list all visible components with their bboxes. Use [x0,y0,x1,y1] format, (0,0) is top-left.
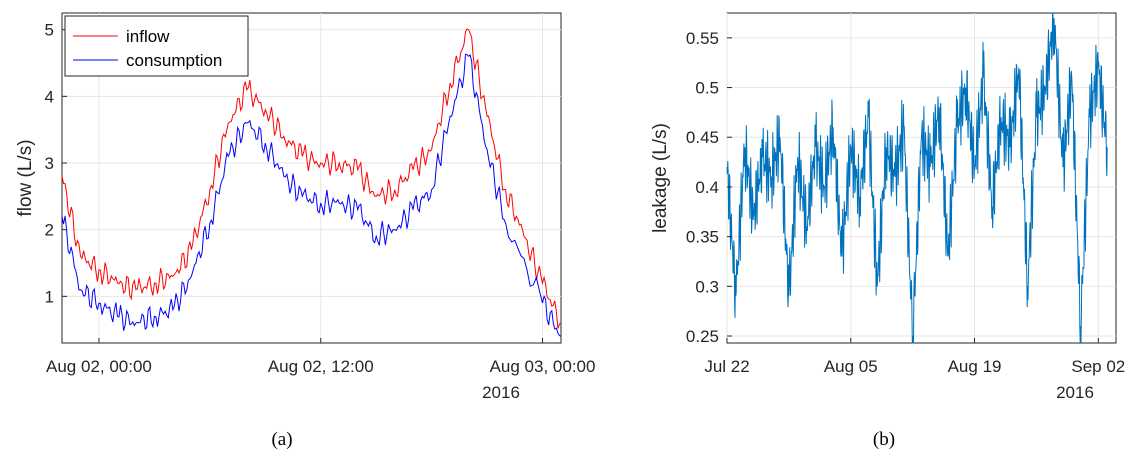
panel-b-caption: (b) [873,429,895,450]
panel-b-plot-area [726,12,1117,344]
y-tick-label: 4 [45,87,54,106]
y-tick-label: 0.25 [686,327,719,346]
panel-b-y-axis-label: leakage (L/s) [650,123,671,233]
panel-a-series-lines [61,28,562,337]
panel-b-series-lines [726,12,1108,344]
y-tick-label: 1 [45,287,54,306]
series-line-consumption [61,53,562,337]
x-tick-label: Aug 03, 00:00 [490,357,596,376]
y-tick-label: 2 [45,221,54,240]
panel-a-chart: 1 2 3 4 5 Aug 02, 00:00 Aug 02, 12:00 Aug 03, … [15,12,595,450]
x-tick-label: Aug 19 [948,357,1002,376]
x-tick-label: Aug 05 [824,357,878,376]
x-tick-label: Jul 22 [704,357,749,376]
panel-a-legend: inflow consumption [64,15,249,77]
panel-b-chart: 0.25 0.3 0.35 0.4 0.45 0.5 0.55 Jul 22 Aug 05 Au… [650,12,1125,450]
legend-label-inflow: inflow [126,27,170,46]
x-tick-label: Aug 02, 00:00 [46,357,152,376]
y-tick-label: 0.55 [686,29,719,48]
legend-box [64,15,249,77]
y-tick-label: 0.45 [686,128,719,147]
panel-a-year-label: 2016 [482,383,520,402]
series-line-inflow [61,28,562,329]
x-tick-label: Aug 02, 12:00 [268,357,374,376]
y-tick-label: 0.4 [695,178,719,197]
panel-a-y-axis-label: flow (L/s) [15,139,36,216]
x-tick-label: Sep 02 [1071,357,1125,376]
panel-b-x-ticks: Jul 22 Aug 05 Aug 19 Sep 02 [704,338,1125,376]
panel-b-y-ticks: 0.25 0.3 0.35 0.4 0.45 0.5 0.55 [686,29,732,346]
y-tick-label: 0.35 [686,228,719,247]
y-tick-label: 0.5 [695,79,719,98]
panel-a-caption: (a) [271,429,292,450]
y-tick-label: 3 [45,154,54,173]
panel-a-y-ticks: 1 2 3 4 5 [45,21,67,306]
legend-label-consumption: consumption [126,51,222,70]
panel-b-year-label: 2016 [1056,383,1094,402]
y-tick-label: 0.3 [695,277,719,296]
y-tick-label: 5 [45,21,54,40]
panel-a-x-ticks: Aug 02, 00:00 Aug 02, 12:00 Aug 03, 00:00 [46,338,595,376]
series-line-leakage [726,12,1108,344]
